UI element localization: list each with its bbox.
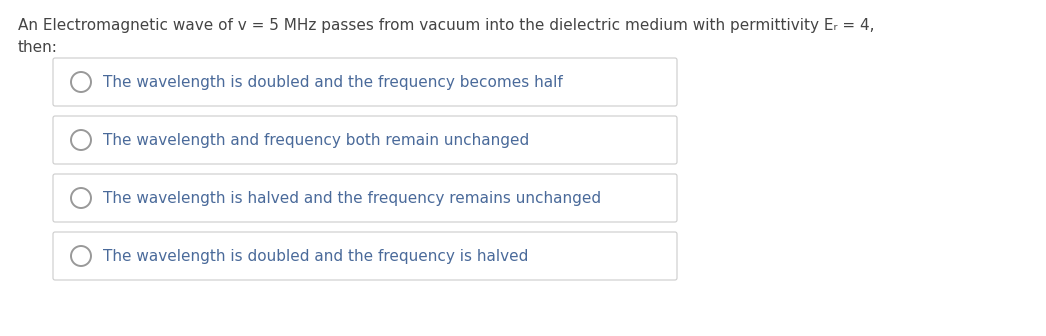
Circle shape	[71, 130, 91, 150]
Text: then:: then:	[18, 40, 58, 55]
Text: An Electromagnetic wave of v = 5 MHz passes from vacuum into the dielectric medi: An Electromagnetic wave of v = 5 MHz pas…	[18, 18, 874, 33]
Circle shape	[71, 246, 91, 266]
FancyBboxPatch shape	[53, 232, 677, 280]
FancyBboxPatch shape	[53, 174, 677, 222]
FancyBboxPatch shape	[53, 58, 677, 106]
Circle shape	[71, 72, 91, 92]
Circle shape	[71, 188, 91, 208]
Text: The wavelength is doubled and the frequency becomes half: The wavelength is doubled and the freque…	[103, 75, 563, 89]
Text: The wavelength and frequency both remain unchanged: The wavelength and frequency both remain…	[103, 132, 529, 148]
Text: The wavelength is doubled and the frequency is halved: The wavelength is doubled and the freque…	[103, 249, 528, 263]
Text: The wavelength is halved and the frequency remains unchanged: The wavelength is halved and the frequen…	[103, 191, 601, 206]
FancyBboxPatch shape	[53, 116, 677, 164]
